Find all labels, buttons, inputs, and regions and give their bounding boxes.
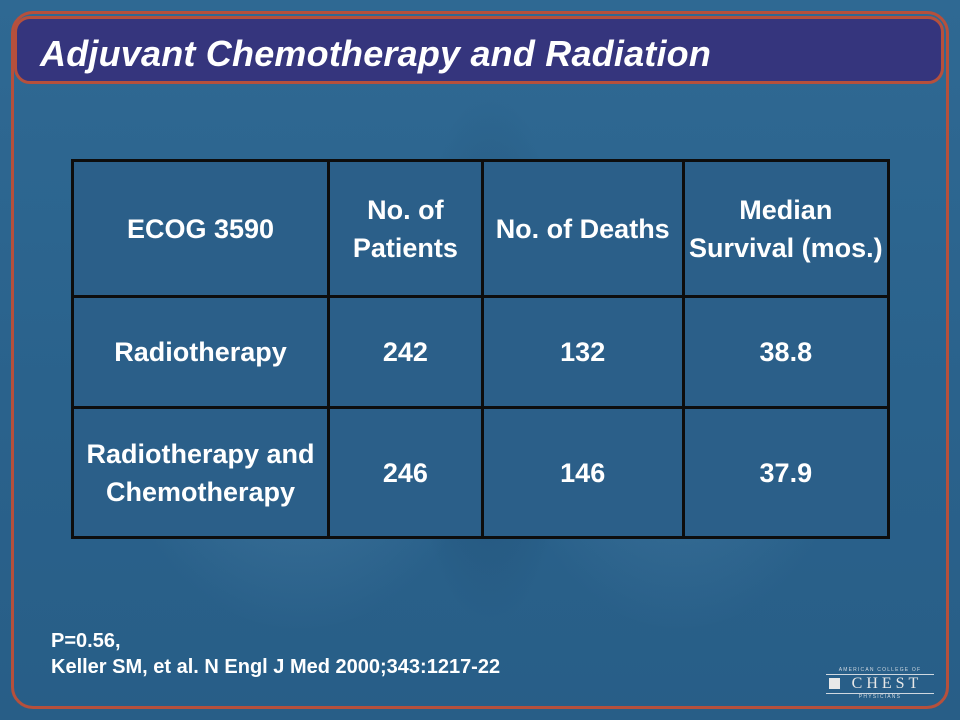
cell-median-survival: 37.9 — [681, 406, 891, 539]
cell-median-survival: 38.8 — [681, 295, 891, 409]
table-row: Radiotherapy 242 132 38.8 — [71, 295, 891, 409]
header-median-survival: Median Survival (mos.) — [681, 159, 891, 298]
logo-top-text: AMERICAN COLLEGE OF — [838, 667, 922, 673]
slide-border — [11, 11, 949, 709]
results-table: ECOG 3590 No. of Patients No. of Deaths … — [71, 159, 891, 539]
logo-square-icon — [829, 678, 840, 689]
logo-bottom-text: PHYSICIANS — [858, 694, 902, 700]
table-header-row: ECOG 3590 No. of Patients No. of Deaths … — [71, 159, 891, 298]
footnote: P=0.56, Keller SM, et al. N Engl J Med 2… — [51, 628, 500, 680]
cell-patients: 242 — [326, 295, 484, 409]
cell-group: Radiotherapy — [71, 295, 330, 409]
logo-wordmark: CHEST — [851, 675, 923, 692]
table-row: Radiotherapy and Chemotherapy 246 146 37… — [71, 406, 891, 539]
slide-title: Adjuvant Chemotherapy and Radiation — [40, 33, 712, 74]
header-study: ECOG 3590 — [71, 159, 330, 298]
header-patients: No. of Patients — [326, 159, 484, 298]
header-deaths: No. of Deaths — [480, 159, 685, 298]
accp-logo: AMERICAN COLLEGE OF CHEST PHYSICIANS — [826, 667, 934, 700]
cell-group: Radiotherapy and Chemotherapy — [71, 406, 330, 539]
cell-deaths: 132 — [480, 295, 685, 409]
citation: Keller SM, et al. N Engl J Med 2000;343:… — [51, 656, 501, 678]
title-bar — [14, 16, 944, 84]
logo-mark: CHEST — [826, 674, 934, 694]
p-value: P=0.56, — [51, 630, 121, 652]
cell-patients: 246 — [326, 406, 484, 539]
cell-deaths: 146 — [480, 406, 685, 539]
